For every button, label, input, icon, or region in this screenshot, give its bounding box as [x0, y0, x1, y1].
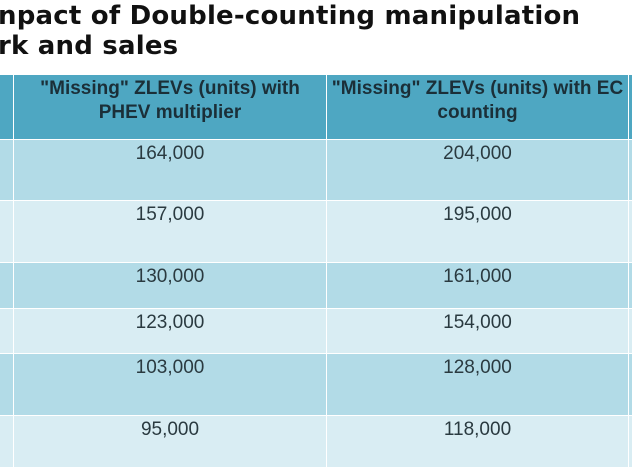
cell-phev-multiplier: 95,000: [13, 415, 327, 468]
header-cell-right-edge: [628, 75, 632, 140]
cell-ec-counting: 154,000: [326, 308, 629, 354]
cell-phev-multiplier: 164,000: [13, 139, 327, 201]
table-header-row: "Missing" ZLEVs (units) with PHEV multip…: [0, 75, 632, 140]
header-phev-multiplier: "Missing" ZLEVs (units) with PHEV multip…: [13, 75, 327, 140]
row-edge-cell: [628, 308, 632, 354]
table-row: 164,000 204,000: [0, 139, 632, 201]
table-row: 123,000 154,000: [0, 308, 632, 354]
cell-phev-multiplier: 103,000: [13, 353, 327, 416]
slide-title-line-2: rk and sales: [0, 31, 179, 61]
row-edge-cell: [628, 262, 632, 309]
row-edge-cell: [628, 353, 632, 416]
row-edge-cell: [628, 200, 632, 263]
header-cell-left-edge: [0, 75, 14, 140]
cell-ec-counting: 195,000: [326, 200, 629, 263]
cell-ec-counting: 128,000: [326, 353, 629, 416]
slide-title-line-1: npact of Double-counting manipulation: [0, 1, 581, 31]
header-ec-counting: "Missing" ZLEVs (units) with EC counting: [326, 75, 629, 140]
table-row: 130,000 161,000: [0, 262, 632, 309]
cell-ec-counting: 161,000: [326, 262, 629, 309]
row-edge-cell: [0, 415, 14, 468]
cell-phev-multiplier: 157,000: [13, 200, 327, 263]
row-edge-cell: [0, 262, 14, 309]
cell-phev-multiplier: 130,000: [13, 262, 327, 309]
row-edge-cell: [628, 139, 632, 201]
missing-zlev-table: "Missing" ZLEVs (units) with PHEV multip…: [0, 75, 632, 468]
row-edge-cell: [628, 415, 632, 468]
table-row: 103,000 128,000: [0, 353, 632, 416]
row-edge-cell: [0, 308, 14, 354]
row-edge-cell: [0, 353, 14, 416]
table-row: 157,000 195,000: [0, 200, 632, 263]
cell-ec-counting: 204,000: [326, 139, 629, 201]
table-row: 95,000 118,000: [0, 415, 632, 468]
row-edge-cell: [0, 200, 14, 263]
row-edge-cell: [0, 139, 14, 201]
cell-phev-multiplier: 123,000: [13, 308, 327, 354]
cell-ec-counting: 118,000: [326, 415, 629, 468]
